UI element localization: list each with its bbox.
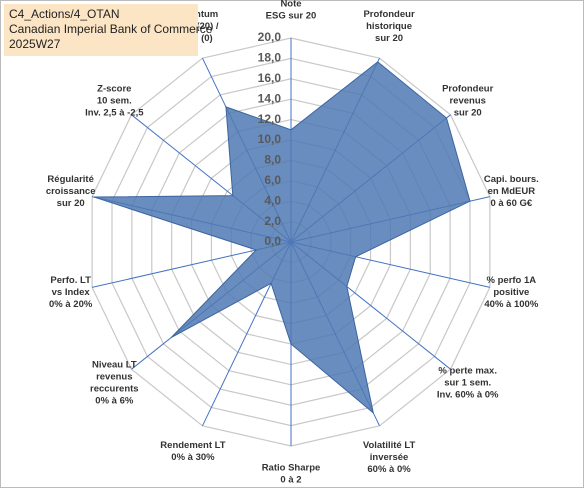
category-label: 60% à 0%	[367, 464, 411, 475]
category-label: Note	[280, 0, 301, 10]
category-label: vs Index	[52, 287, 91, 298]
category-label: inversée	[370, 452, 409, 463]
category-label: Inv. 2,5 à -2,5	[85, 108, 144, 119]
category-label: 40% à 100%	[484, 299, 538, 310]
tick-label: 20,0	[258, 30, 282, 44]
chart-title: C4_Actions/4_OTAN	[9, 7, 120, 21]
data-area	[93, 61, 471, 415]
category-label: 0 à 2	[280, 475, 301, 486]
category-label: Capi. bours.	[484, 174, 539, 185]
tick-label: 8,0	[264, 153, 281, 167]
tick-label: 14,0	[258, 91, 282, 105]
category-label: 0% à 6%	[95, 395, 134, 406]
category-label: Volatilité LT	[363, 440, 416, 451]
tick-label: 12,0	[258, 112, 282, 126]
category-label: Perfo. LT	[50, 275, 91, 286]
category-label: Profondeur	[363, 9, 414, 20]
chart-title: 2025W27	[9, 37, 61, 51]
category-label: revenus	[449, 96, 485, 107]
category-label: 10 sem.	[97, 96, 132, 107]
tick-label: 10,0	[258, 132, 282, 146]
tick-label: 0,0	[264, 234, 281, 248]
tick-label: 6,0	[264, 173, 281, 187]
category-label: 0% à 30%	[171, 452, 215, 463]
category-label: Ratio Sharpe	[262, 463, 321, 474]
category-label: revenus	[96, 371, 132, 382]
category-label: Inv. 60% à 0%	[437, 389, 499, 400]
category-label: sur 1 sem.	[444, 377, 491, 388]
category-label: Régularité	[47, 174, 93, 185]
category-label: ESG sur 20	[266, 11, 317, 22]
category-label: positive	[493, 287, 529, 298]
chart-title: Canadian Imperial Bank of Commerce	[9, 22, 213, 36]
category-label: % perfo 1A	[487, 275, 537, 286]
category-label: % perte max.	[438, 365, 497, 376]
title-box	[4, 4, 198, 56]
category-label: Niveau LT	[92, 359, 137, 370]
category-label: sur 20	[454, 108, 482, 119]
category-label: sur 20	[57, 198, 85, 209]
category-label: Profondeur	[442, 84, 493, 95]
category-label: historique	[366, 21, 412, 32]
category-label: 0% à 20%	[49, 299, 93, 310]
category-label: reccurents	[90, 383, 139, 394]
tick-label: 18,0	[258, 51, 282, 65]
category-label: en MdEUR	[488, 186, 536, 197]
tick-label: 2,0	[264, 214, 281, 228]
category-label: sur 20	[375, 33, 403, 44]
category-label: Z-score	[97, 84, 131, 95]
category-label: 0 à 60 G€	[490, 198, 532, 209]
tick-label: 4,0	[264, 193, 281, 207]
category-label: croissance	[46, 186, 96, 197]
category-label: Rendement LT	[160, 440, 225, 451]
tick-label: 16,0	[258, 71, 282, 85]
